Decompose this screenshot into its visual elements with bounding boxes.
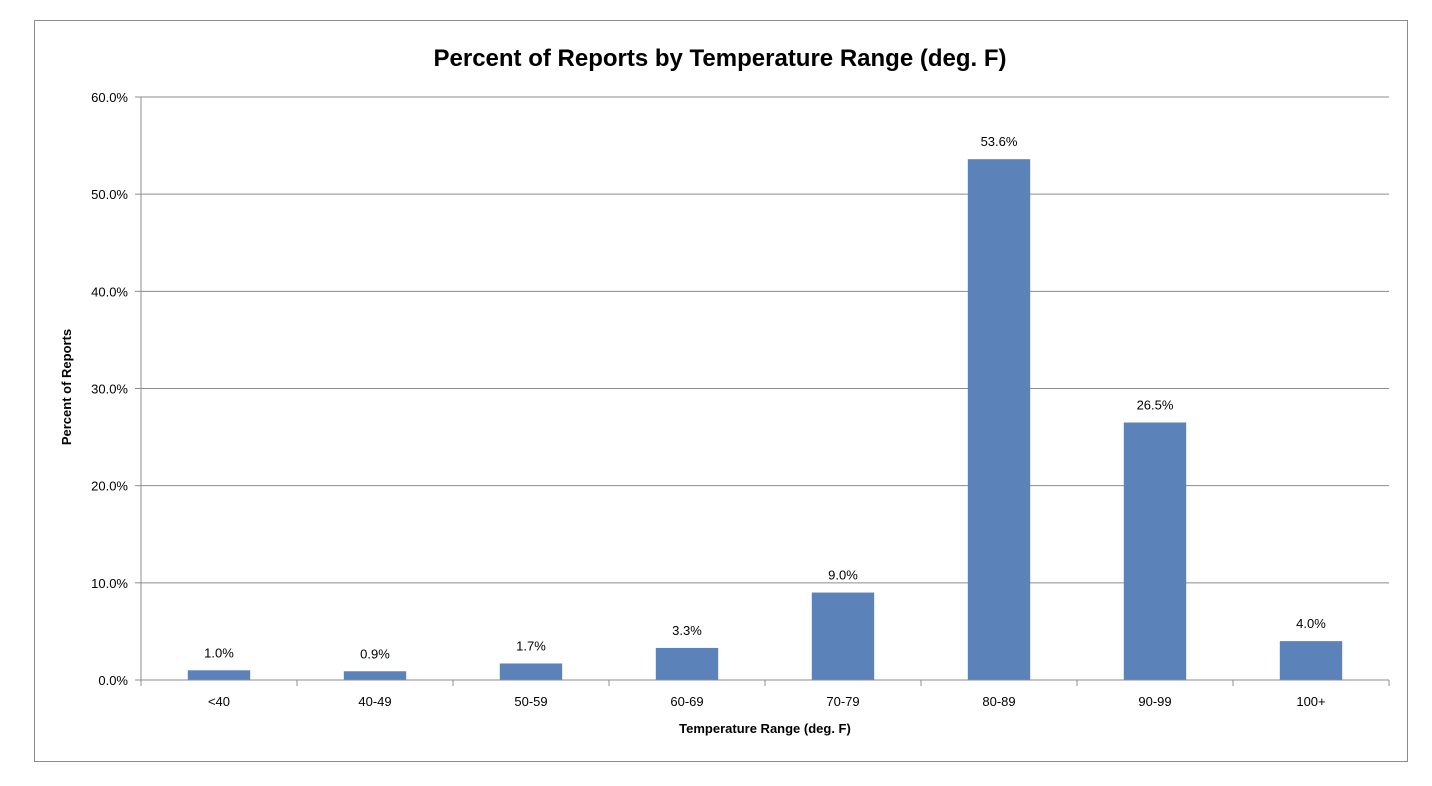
- y-tick-label: 20.0%: [91, 479, 128, 494]
- data-label: 53.6%: [981, 134, 1018, 149]
- bar: [343, 671, 407, 680]
- x-tick-label: 100+: [1296, 694, 1325, 709]
- data-label: 26.5%: [1137, 398, 1174, 413]
- y-tick-label: 40.0%: [91, 284, 128, 299]
- data-label: 0.9%: [360, 646, 390, 661]
- data-label: 1.0%: [204, 645, 234, 660]
- bar: [499, 663, 563, 680]
- y-tick-label: 0.0%: [98, 673, 128, 688]
- x-tick-label: 40-49: [358, 694, 391, 709]
- x-axis-title: Temperature Range (deg. F): [679, 721, 851, 736]
- bars: [187, 159, 1343, 681]
- data-label: 9.0%: [828, 568, 858, 583]
- x-tick-label: <40: [208, 694, 230, 709]
- x-axis-ticks: <40 40-49 50-59 60-69 70-79 80-89 90-99 100+: [140, 680, 1390, 709]
- y-tick-label: 30.0%: [91, 382, 128, 397]
- data-label: 3.3%: [672, 623, 702, 638]
- bar: [1123, 422, 1187, 680]
- data-labels: 1.0% 0.9% 1.7% 3.3% 9.0% 53.6% 26.5% 4.0%: [204, 134, 1326, 661]
- bar: [811, 592, 875, 680]
- bar: [655, 647, 719, 680]
- y-tick-label: 10.0%: [91, 576, 128, 591]
- bar: [187, 670, 251, 680]
- x-tick-label: 90-99: [1138, 694, 1171, 709]
- bar: [1279, 641, 1343, 680]
- y-tick-label: 50.0%: [91, 187, 128, 202]
- data-label: 1.7%: [516, 638, 546, 653]
- y-axis-title: Percent of Reports: [59, 329, 74, 445]
- y-tick-label: 60.0%: [91, 90, 128, 105]
- x-tick-label: 50-59: [514, 694, 547, 709]
- data-label: 4.0%: [1296, 616, 1326, 631]
- x-tick-label: 80-89: [982, 694, 1015, 709]
- x-tick-label: 70-79: [826, 694, 859, 709]
- bar: [967, 159, 1031, 681]
- y-axis-ticks: 0.0% 10.0% 20.0% 30.0% 40.0% 50.0% 60.0%: [91, 90, 141, 688]
- chart-title: Percent of Reports by Temperature Range …: [434, 45, 1007, 72]
- gridlines: [141, 96, 1389, 584]
- x-tick-label: 60-69: [670, 694, 703, 709]
